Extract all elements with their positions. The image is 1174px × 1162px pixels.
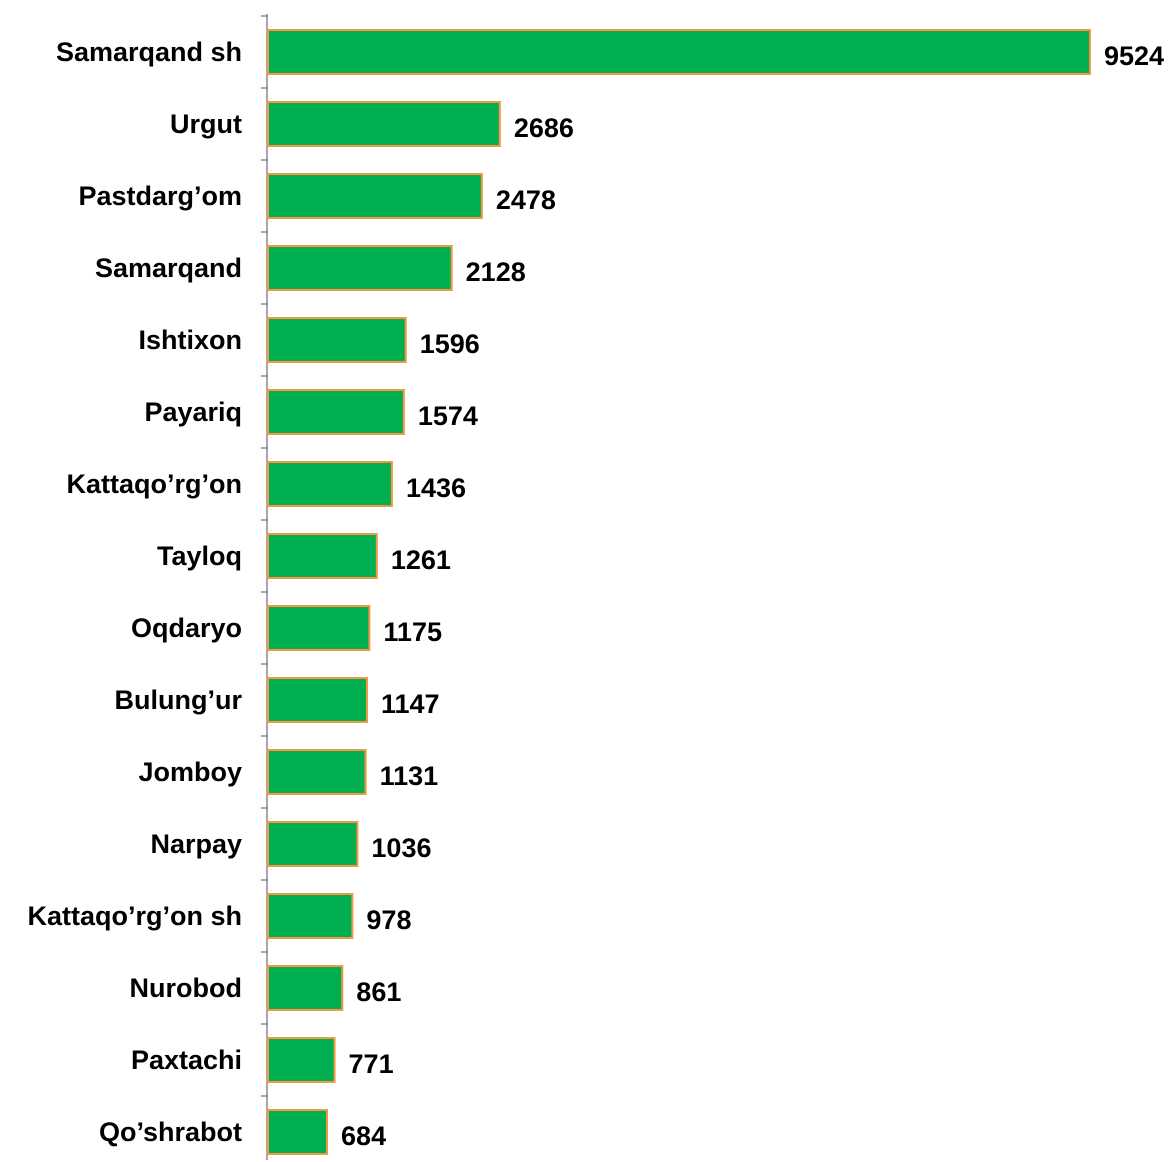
value-label-2: 2478 (496, 185, 556, 215)
value-label-12: 978 (366, 905, 411, 935)
value-label-4: 1596 (420, 329, 480, 359)
category-label-3: Samarqand (95, 253, 242, 283)
value-label-14: 771 (349, 1049, 394, 1079)
value-label-6: 1436 (406, 473, 466, 503)
value-label-8: 1175 (383, 617, 442, 647)
y-axis-ticks (261, 15, 268, 1097)
value-label-0: 9524 (1104, 41, 1164, 71)
category-label-14: Paxtachi (131, 1045, 242, 1075)
bar-14 (267, 1037, 336, 1083)
value-label-7: 1261 (391, 545, 451, 575)
value-label-10: 1131 (380, 761, 439, 791)
value-label-3: 2128 (466, 257, 526, 287)
value-labels: 9524 2686 2478 2128 1596 1574 1436 1261 1175 1147… (341, 41, 1164, 1151)
category-label-6: Kattaqo’rg’on (67, 469, 243, 499)
bar-9 (267, 677, 368, 723)
bar-8 (267, 605, 371, 651)
bar-12 (267, 893, 354, 939)
category-label-12: Kattaqo’rg’on sh (28, 901, 243, 931)
bar-0 (267, 29, 1091, 75)
bar-5 (267, 389, 405, 435)
bar-6 (267, 461, 393, 507)
category-label-5: Payariq (144, 397, 242, 427)
bar-3 (267, 245, 453, 291)
value-label-9: 1147 (381, 689, 440, 719)
bar-7 (267, 533, 378, 579)
bar-10 (267, 749, 367, 795)
category-label-2: Pastdarg’om (78, 181, 242, 211)
category-labels: Samarqand sh Urgut Pastdarg’om Samarqand Ish… (28, 37, 243, 1147)
bar-11 (267, 821, 359, 867)
value-label-15: 684 (341, 1121, 386, 1151)
bar-4 (267, 317, 407, 363)
value-label-5: 1574 (418, 401, 478, 431)
category-label-13: Nurobod (130, 973, 242, 1003)
category-label-11: Narpay (150, 829, 242, 859)
category-label-8: Oqdaryo (131, 613, 242, 643)
bars-group (267, 29, 1091, 1155)
value-label-1: 2686 (514, 113, 574, 143)
value-label-13: 861 (356, 977, 401, 1007)
category-label-0: Samarqand sh (56, 37, 242, 67)
bar-2 (267, 173, 483, 219)
category-label-10: Jomboy (138, 757, 242, 787)
bar-15 (267, 1109, 329, 1155)
value-label-11: 1036 (371, 833, 431, 863)
category-label-4: Ishtixon (138, 325, 242, 355)
category-label-15: Qo’shrabot (99, 1117, 242, 1147)
bar-13 (267, 965, 344, 1011)
category-label-9: Bulung’ur (115, 685, 243, 715)
bar-1 (267, 101, 501, 147)
category-label-7: Tayloq (157, 541, 242, 571)
category-label-1: Urgut (170, 109, 242, 139)
